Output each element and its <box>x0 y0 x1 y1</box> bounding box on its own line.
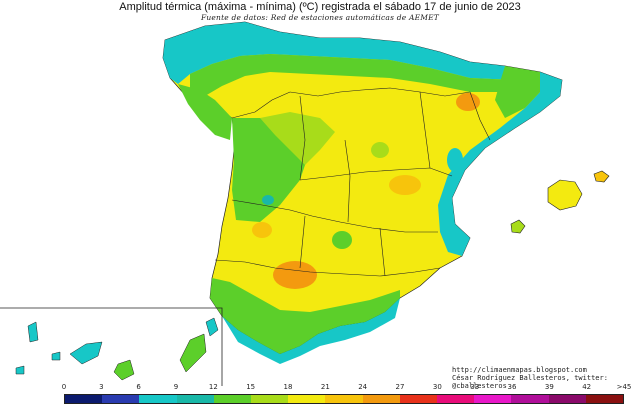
credits-url: http://climaenmapas.blogspot.com <box>452 366 587 374</box>
el-hierro-island <box>15 365 25 375</box>
gran-canaria-island <box>113 359 135 381</box>
legend-swatch <box>251 395 289 403</box>
legend-swatch <box>511 395 549 403</box>
south-green-band <box>210 278 400 354</box>
ibiza-island <box>510 219 526 234</box>
legend-swatch <box>139 395 177 403</box>
legend-swatch <box>585 395 624 403</box>
west-lightgreen-band <box>260 112 335 165</box>
legend-tick-label: 24 <box>358 383 368 391</box>
legend-tick-label: 39 <box>544 383 554 391</box>
legend-swatch <box>437 395 475 403</box>
legend-tick-label: 6 <box>136 383 141 391</box>
hotspot-extremadura <box>252 222 272 238</box>
fuerteventura-island <box>179 333 207 373</box>
map-title: Amplitud térmica (máxima - mínima) (ºC) … <box>119 1 521 13</box>
canary-inset-border <box>0 307 223 386</box>
mallorca-island <box>547 179 583 211</box>
color-legend: 0 3 6 9 12 15 18 21 24 27 30 33 36 39 42 >45 <box>61 383 631 406</box>
galicia-green <box>178 84 232 140</box>
catalonia-green <box>495 66 540 118</box>
legend-tick-label: 9 <box>173 383 179 391</box>
legend-bar <box>64 394 624 404</box>
legend-swatch <box>213 395 252 403</box>
legend-tick-label: 21 <box>320 383 330 391</box>
legend-tick-label: >45 <box>616 383 632 391</box>
legend-swatch <box>325 395 363 403</box>
la-gomera-island <box>51 351 61 361</box>
cyan-spot-west <box>262 195 274 205</box>
legend-tick-label: 36 <box>507 383 517 391</box>
mediterranean-coast-band <box>438 72 562 256</box>
green-spot-central <box>371 142 389 158</box>
legend-swatch <box>65 395 103 403</box>
hotspot-guadalquivir <box>273 261 317 289</box>
legend-swatch <box>399 395 438 403</box>
legend-swatch <box>288 395 326 403</box>
legend-tick-label: 3 <box>99 383 104 391</box>
legend-swatch <box>548 395 586 403</box>
lanzarote-island <box>205 317 219 337</box>
hotspot-la-mancha <box>389 175 421 195</box>
green-spot-madrid <box>332 231 352 249</box>
legend-tick-label: 27 <box>395 383 405 391</box>
north-green-band <box>190 54 515 96</box>
credits-author: César Rodríguez Ballesteros, twitter: @c… <box>452 374 608 390</box>
legend-tick-label: 30 <box>432 383 442 391</box>
legend-tick-label: 12 <box>208 383 218 391</box>
legend-tick-label: 18 <box>283 383 293 391</box>
map-subtitle: Fuente de datos: Red de estaciones autom… <box>200 13 439 22</box>
south-coast-band <box>222 298 400 364</box>
hotspot-ebro <box>456 93 480 111</box>
region-borders <box>214 87 491 277</box>
legend-tick-label: 15 <box>246 383 256 391</box>
legend-tick-label: 0 <box>61 383 67 391</box>
cyan-spot-east <box>447 148 463 172</box>
legend-swatch <box>176 395 214 403</box>
north-coast-band <box>163 22 515 84</box>
menorca-island <box>593 170 610 183</box>
legend-tick-label: 33 <box>470 383 480 391</box>
legend-swatch <box>362 395 400 403</box>
legend-tick-label: 42 <box>582 383 592 391</box>
legend-swatch <box>102 395 140 403</box>
la-palma-island <box>27 321 39 343</box>
tenerife-island <box>69 341 103 365</box>
legend-swatch <box>474 395 512 403</box>
